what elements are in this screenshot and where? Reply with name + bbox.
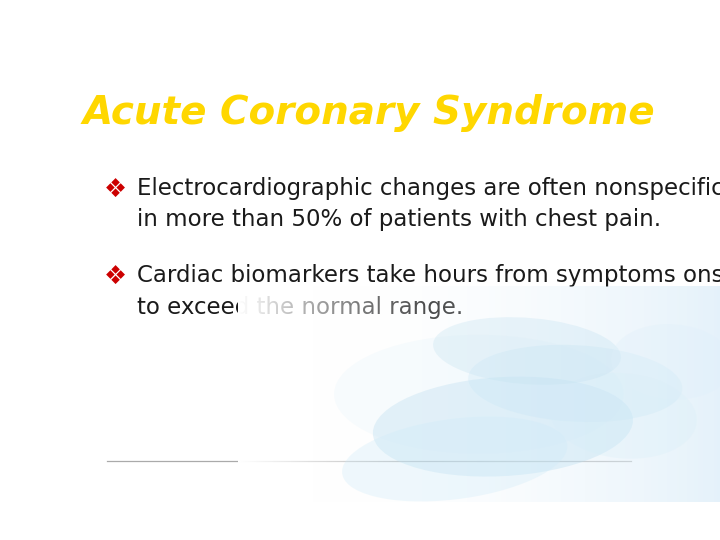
Text: to exceed the normal range.: to exceed the normal range.	[138, 295, 464, 319]
Text: Electrocardiographic changes are often nonspecific: Electrocardiographic changes are often n…	[138, 177, 720, 200]
Text: ❖: ❖	[104, 177, 127, 203]
Text: Cardiac biomarkers take hours from symptoms onset: Cardiac biomarkers take hours from sympt…	[138, 265, 720, 287]
Ellipse shape	[334, 335, 624, 454]
Text: ❖: ❖	[104, 265, 127, 291]
Ellipse shape	[373, 376, 633, 477]
Ellipse shape	[433, 317, 621, 385]
Ellipse shape	[468, 345, 683, 422]
Ellipse shape	[550, 373, 697, 458]
Text: in more than 50% of patients with chest pain.: in more than 50% of patients with chest …	[138, 208, 662, 231]
Ellipse shape	[342, 416, 567, 502]
Text: Acute Coronary Syndrome: Acute Coronary Syndrome	[83, 94, 655, 132]
Ellipse shape	[611, 324, 720, 400]
